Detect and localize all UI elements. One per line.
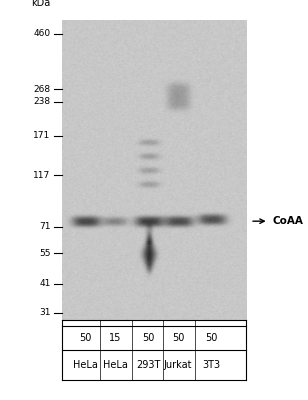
Text: 50: 50 bbox=[205, 333, 217, 343]
Text: 171: 171 bbox=[33, 132, 51, 140]
Text: kDa: kDa bbox=[31, 0, 51, 8]
Text: 460: 460 bbox=[33, 29, 51, 38]
Text: 41: 41 bbox=[39, 279, 51, 288]
Text: 15: 15 bbox=[109, 333, 121, 343]
Text: 71: 71 bbox=[39, 222, 51, 231]
Text: HeLa: HeLa bbox=[73, 360, 98, 370]
Text: 238: 238 bbox=[33, 97, 51, 106]
Text: 55: 55 bbox=[39, 249, 51, 258]
Text: HeLa: HeLa bbox=[103, 360, 128, 370]
Text: CoAA: CoAA bbox=[272, 216, 303, 226]
Text: 50: 50 bbox=[142, 333, 155, 343]
Text: 293T: 293T bbox=[136, 360, 161, 370]
Text: 117: 117 bbox=[33, 171, 51, 180]
Text: 268: 268 bbox=[33, 85, 51, 94]
Text: 50: 50 bbox=[172, 333, 184, 343]
Text: 50: 50 bbox=[79, 333, 92, 343]
Text: 3T3: 3T3 bbox=[202, 360, 220, 370]
Text: 31: 31 bbox=[39, 308, 51, 317]
Text: Jurkat: Jurkat bbox=[164, 360, 192, 370]
